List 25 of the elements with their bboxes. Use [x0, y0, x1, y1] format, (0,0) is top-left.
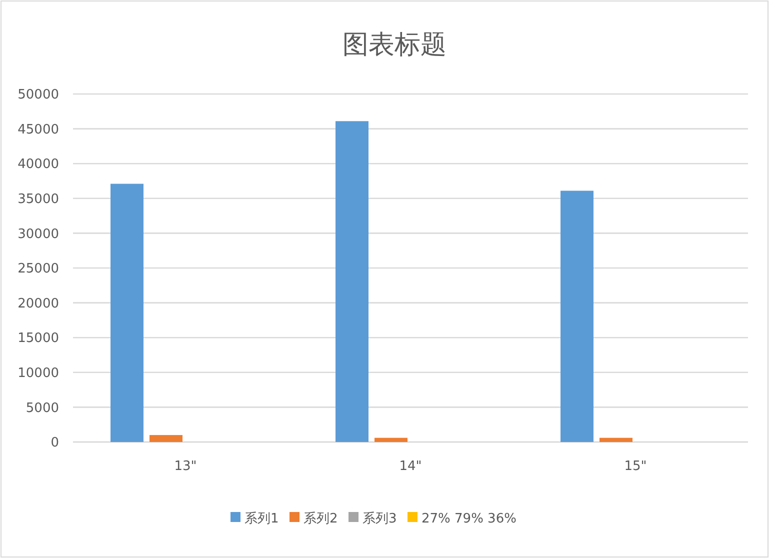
chart-title: 图表标题: [342, 30, 446, 60]
y-tick-label: 15000: [18, 331, 59, 346]
x-tick-label: 13": [174, 459, 197, 474]
bar: [336, 121, 368, 442]
y-tick-label: 25000: [18, 262, 59, 277]
y-tick-label: 5000: [26, 400, 59, 416]
legend-label: 27% 79% 36%: [422, 512, 516, 527]
y-tick-label: 10000: [18, 366, 59, 381]
y-tick-label: 30000: [18, 226, 59, 242]
bar: [374, 438, 408, 442]
y-tick-label: 20000: [18, 296, 59, 312]
y-tick-label: 0: [50, 436, 59, 451]
bar: [150, 435, 182, 442]
x-tick-label: 15": [624, 459, 647, 474]
bar: [600, 438, 632, 442]
y-tick-label: 50000: [18, 88, 59, 103]
x-tick-label: 14": [399, 459, 422, 474]
bar: [560, 190, 594, 442]
legend-label: 系列1: [244, 512, 279, 527]
y-tick-label: 35000: [18, 192, 59, 207]
legend-label: 系列2: [304, 512, 338, 527]
bar: [110, 184, 144, 442]
legend-label: 系列3: [362, 512, 397, 527]
y-tick-label: 40000: [18, 157, 59, 172]
y-tick-label: 45000: [18, 122, 59, 138]
